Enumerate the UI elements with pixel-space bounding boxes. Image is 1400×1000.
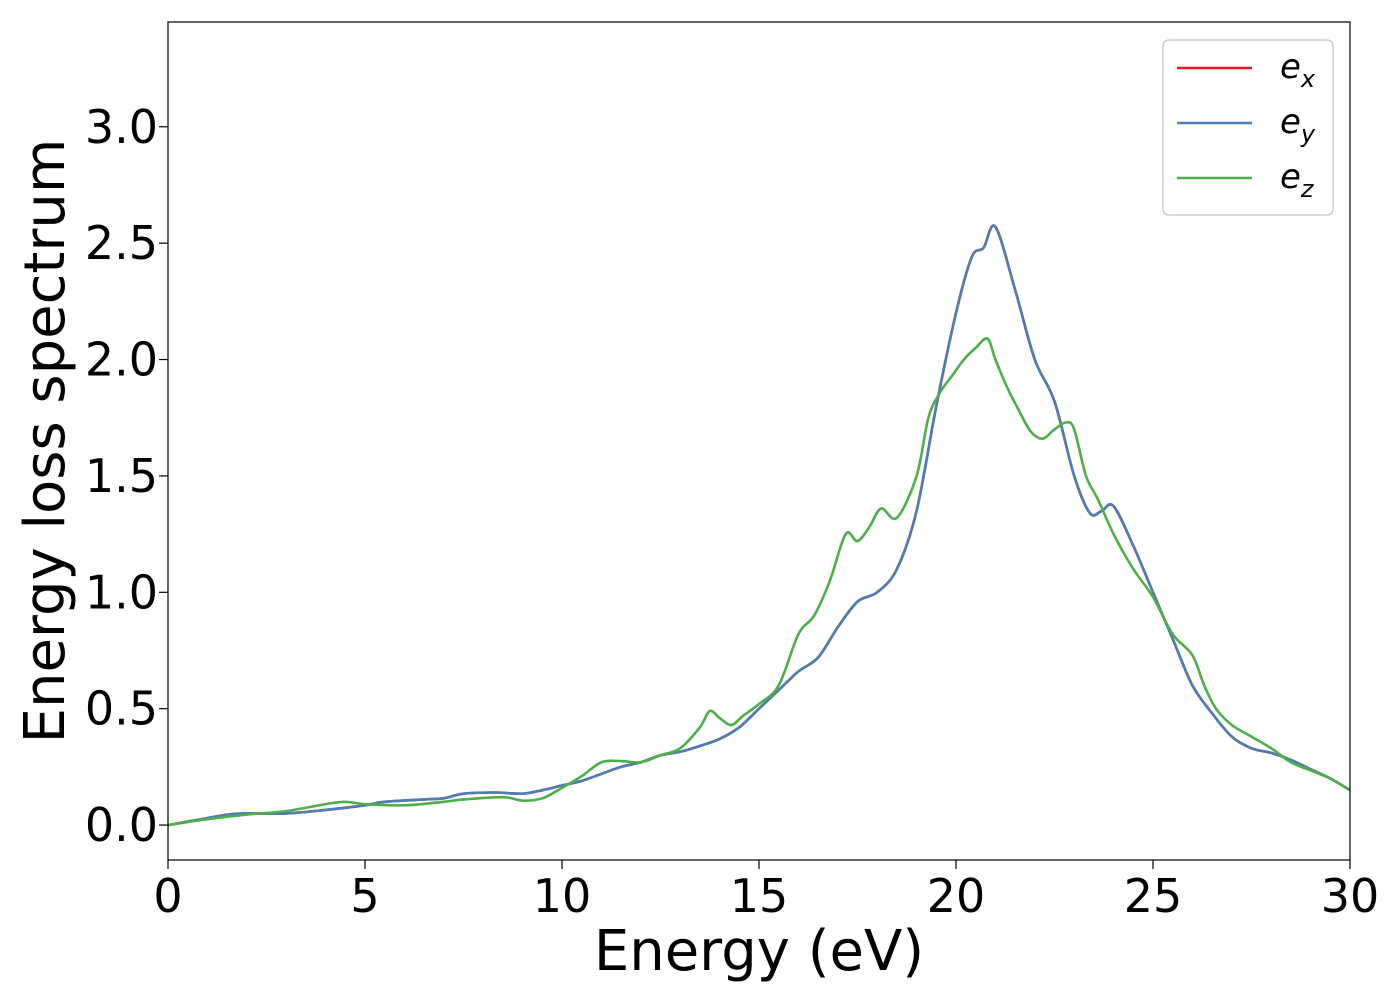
y-tick-label: 1.0	[85, 565, 158, 619]
x-axis-label: Energy (eV)	[594, 919, 924, 984]
y-tick-label: 0.0	[85, 798, 158, 852]
y-axis-label: Energy loss spectrum	[13, 139, 78, 744]
x-tick-label: 0	[153, 869, 182, 923]
y-tick-label: 2.0	[85, 333, 158, 387]
legend-box	[1162, 39, 1334, 216]
series-line-ez	[168, 337, 1350, 827]
y-tick-label: 2.5	[85, 216, 158, 270]
x-tick-label: 10	[533, 869, 592, 923]
x-tick-label: 15	[730, 869, 789, 923]
y-tick-label: 0.5	[85, 682, 158, 736]
y-tick-label: 1.5	[85, 449, 158, 503]
series-layer	[168, 224, 1350, 827]
x-tick-label: 20	[927, 869, 986, 923]
y-tick-label: 3.0	[85, 100, 158, 154]
x-axis: 0 5 10 15 20 25 30	[153, 860, 1379, 923]
x-tick-label: 25	[1124, 869, 1183, 923]
x-tick-label: 30	[1321, 869, 1380, 923]
y-axis: 0.0 0.5 1.0 1.5 2.0 2.5 3.0	[85, 100, 168, 852]
x-tick-label: 5	[350, 869, 379, 923]
